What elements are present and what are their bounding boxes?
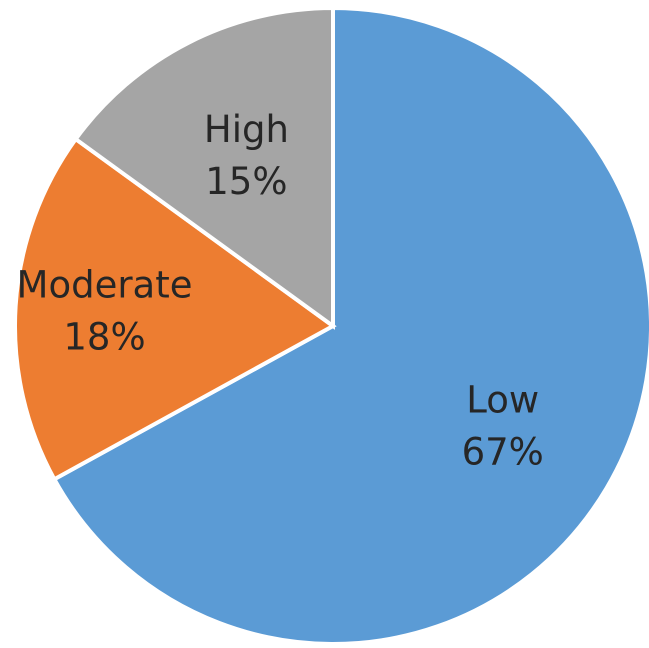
- slice-percent-label: 18%: [63, 316, 145, 359]
- slice-percent-label: 15%: [205, 160, 287, 203]
- slice-percent-label: 67%: [462, 430, 544, 473]
- slice-category-label: High: [204, 108, 289, 151]
- pie-slices: [12, 5, 649, 646]
- pie-slice-high: [72, 5, 335, 330]
- pie-slice-low: [51, 5, 649, 646]
- pie-labels: Low 67% Moderate 18% High 15%: [17, 108, 544, 473]
- slice-category-label: Low: [466, 378, 539, 421]
- pie-slice-moderate: [12, 136, 337, 482]
- slice-category-label: Moderate: [17, 264, 193, 307]
